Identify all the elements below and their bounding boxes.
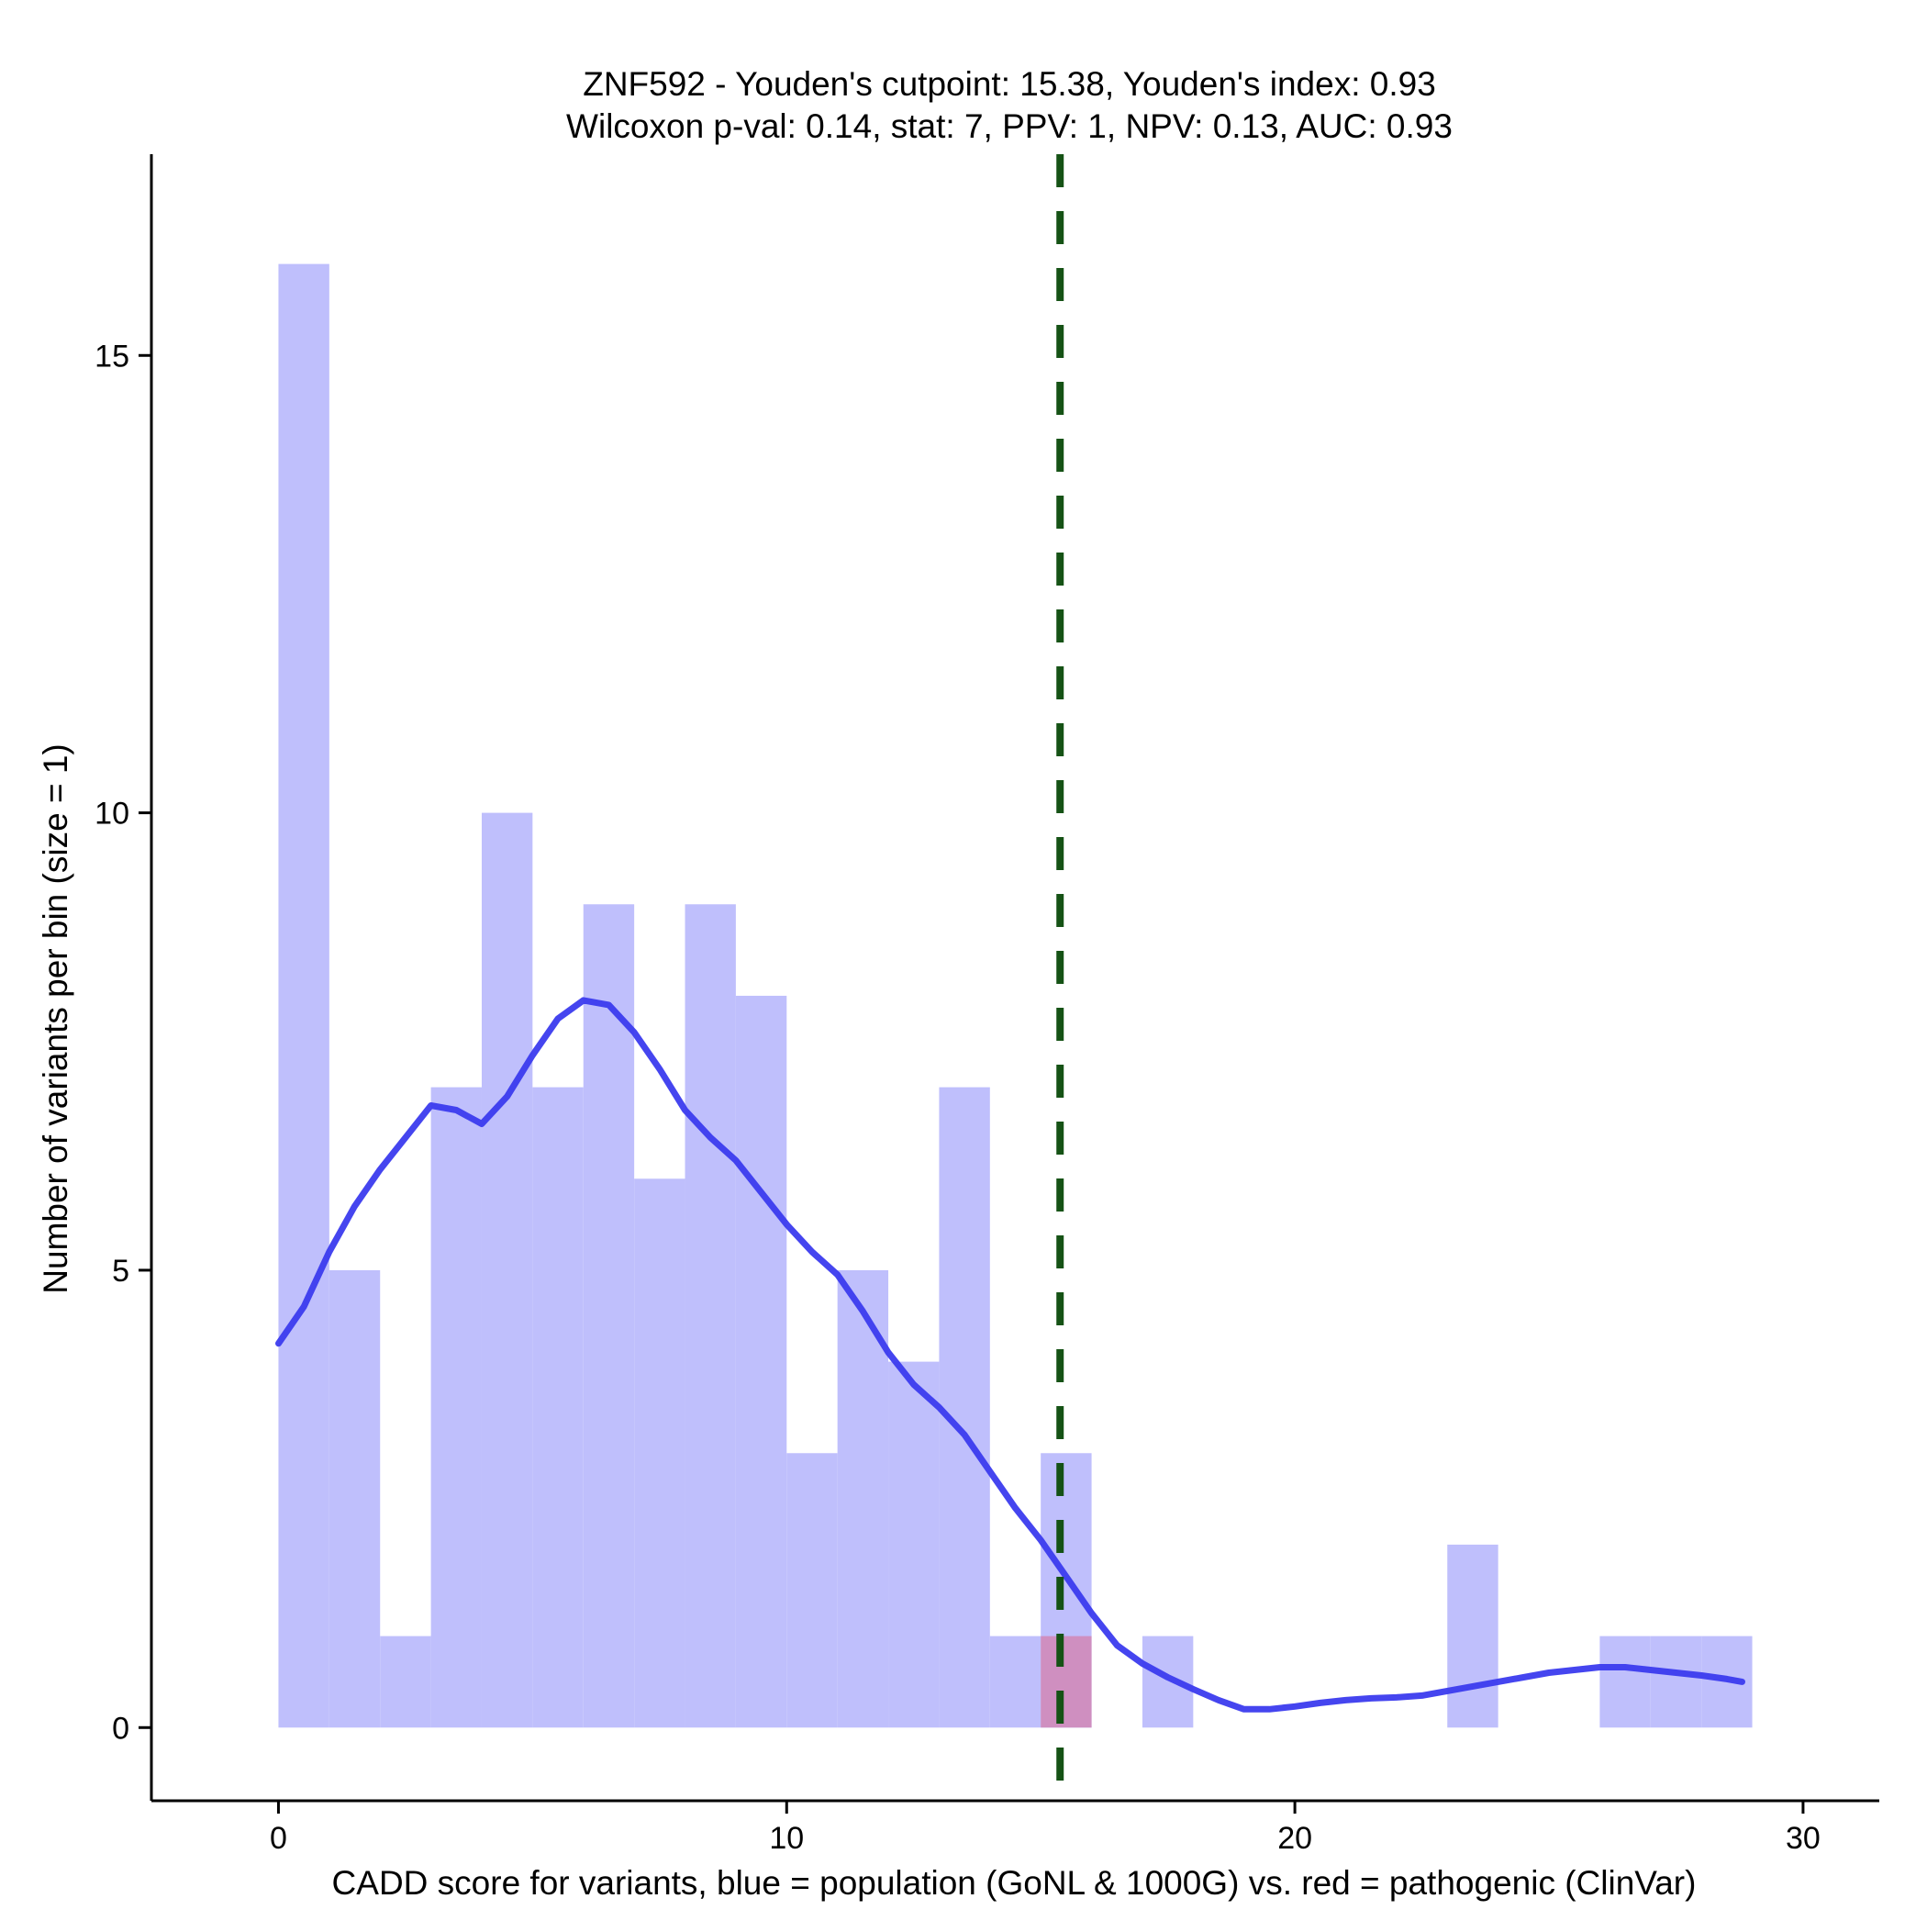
population-bar-23 xyxy=(1447,1544,1498,1728)
population-bar-14 xyxy=(989,1636,1041,1728)
population-bar-7 xyxy=(634,1178,685,1728)
y-tick-label: 10 xyxy=(95,797,129,832)
x-axis-label: CADD score for variants, blue = populati… xyxy=(332,1864,1697,1902)
population-bar-9 xyxy=(735,995,787,1728)
y-tick-label: 0 xyxy=(112,1711,129,1746)
x-axis-ticks: 0 10 20 30 xyxy=(270,1801,1821,1856)
population-bar-12 xyxy=(888,1361,940,1728)
population-bars xyxy=(278,263,1753,1728)
y-tick-label: 15 xyxy=(95,339,129,374)
y-tick-label: 5 xyxy=(112,1254,129,1289)
x-tick-label: 20 xyxy=(1277,1821,1312,1856)
population-bar-26 xyxy=(1599,1636,1651,1728)
x-tick-label: 10 xyxy=(769,1821,804,1856)
chart-title-line2: Wilcoxon p-val: 0.14, stat: 7, PPV: 1, N… xyxy=(566,107,1453,145)
population-bar-0 xyxy=(278,263,329,1728)
population-bar-8 xyxy=(685,904,736,1728)
population-bar-6 xyxy=(583,904,635,1728)
population-bar-1 xyxy=(329,1269,381,1728)
population-bar-4 xyxy=(481,812,533,1728)
density-curve-group xyxy=(275,997,1745,1713)
population-bar-13 xyxy=(939,1087,990,1728)
y-axis-ticks: 0 5 10 15 xyxy=(95,339,151,1746)
population-bar-5 xyxy=(532,1087,584,1728)
population-bar-2 xyxy=(380,1636,431,1728)
x-tick-label: 30 xyxy=(1786,1821,1821,1856)
y-axis-label: Number of variants per bin (size = 1) xyxy=(37,743,74,1293)
population-bar-10 xyxy=(786,1453,838,1728)
population-bar-27 xyxy=(1650,1636,1702,1728)
population-bar-3 xyxy=(430,1087,482,1728)
population-bar-17 xyxy=(1142,1636,1194,1728)
density-curve xyxy=(275,997,1745,1713)
chart-title-line1: ZNF592 - Youden's cutpoint: 15.38, Youde… xyxy=(583,65,1436,103)
x-tick-label: 0 xyxy=(270,1821,287,1856)
pathogenic-bar-15 xyxy=(1041,1636,1092,1728)
pathogenic-bars xyxy=(1041,1636,1092,1728)
population-bar-11 xyxy=(837,1269,889,1728)
